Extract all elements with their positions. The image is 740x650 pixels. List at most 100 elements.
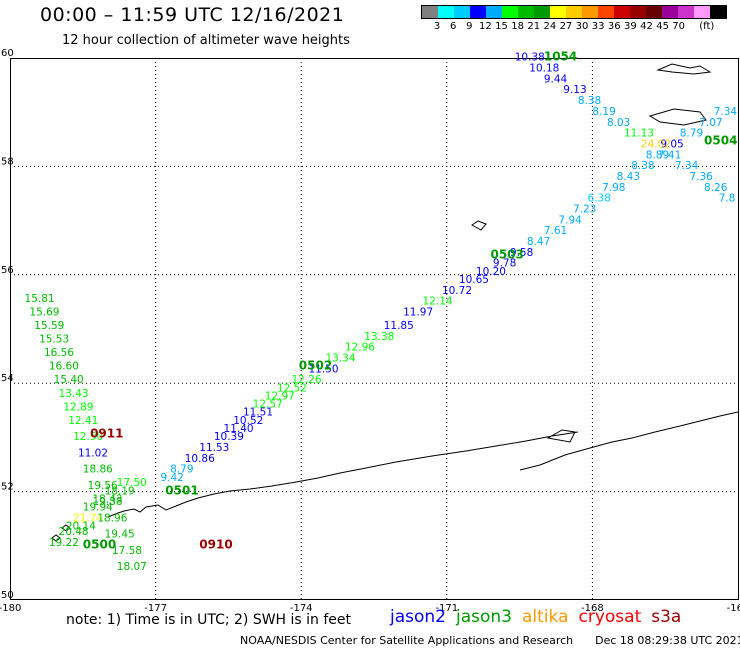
pass-time-label: 1054 <box>544 50 577 64</box>
y-tick-label: 58 <box>1 156 14 167</box>
wave-height-value: 19.94 <box>83 502 113 514</box>
wave-height-value: 6.38 <box>588 193 611 205</box>
wave-height-value: 18.19 <box>105 485 135 497</box>
wave-height-value: 20.48 <box>59 526 89 538</box>
legend-label: 18 <box>511 21 524 32</box>
legend-swatch <box>422 6 438 18</box>
pass-time-label: 0504 <box>704 134 737 148</box>
wave-height-value: 9.42 <box>160 472 183 484</box>
wave-height-value: 10.72 <box>442 285 472 297</box>
legend-label: 3 <box>433 21 441 32</box>
note-text: note: 1) Time is in UTC; 2) SWH is in fe… <box>66 612 352 628</box>
legend-label: 6 <box>450 21 457 32</box>
coastline <box>51 63 739 542</box>
pass-time-label: 0500 <box>83 538 116 552</box>
satellite-name: jason3 <box>456 607 512 627</box>
wave-height-value: 18.43 <box>93 493 123 505</box>
legend-swatch <box>614 6 630 18</box>
wave-height-value: 7.34 <box>714 106 738 118</box>
wave-height-value: 8.43 <box>617 171 640 183</box>
wave-height-value: 16.56 <box>44 347 74 359</box>
wave-height-value: 16.60 <box>49 361 79 373</box>
legend-swatch <box>454 6 470 18</box>
wave-height-value: 15.81 <box>25 293 55 305</box>
legend-label: 33 <box>591 21 605 32</box>
wave-height-value: 9.05 <box>660 138 683 150</box>
wave-height-color-legend <box>421 5 727 19</box>
pass-time-label: 0501 <box>165 483 198 497</box>
legend-swatch <box>470 6 486 18</box>
wave-height-value: 19.38 <box>93 496 123 508</box>
near-islands <box>51 524 71 542</box>
credit-line: NOAA/NESDIS Center for Satellite Applica… <box>240 634 740 647</box>
y-tick-label: 54 <box>1 373 14 384</box>
legend-label: 30 <box>575 21 589 32</box>
wave-height-legend-labels: 3 6 9 12 15 18 21 24 27 30 33 36 39 42 45 70 (ft) <box>421 21 738 33</box>
legend-swatch <box>678 6 694 18</box>
legend-swatch <box>550 6 566 18</box>
wave-height-value: 19.56 <box>88 480 118 492</box>
wave-height-value: 7.34 <box>675 160 699 172</box>
wave-height-value: 18.96 <box>97 512 127 524</box>
wave-height-value: 8.03 <box>607 117 630 129</box>
satellite-name: jason2 <box>390 607 446 627</box>
wave-height-value: 9.78 <box>493 258 516 270</box>
wave-height-value: 20.14 <box>66 521 96 533</box>
wave-height-value: 19.45 <box>105 529 135 541</box>
wave-height-value: 8.79 <box>170 464 193 476</box>
lat-lon-grid <box>10 58 738 600</box>
wave-height-value: 8.19 <box>592 106 615 118</box>
wave-height-value: 12.89 <box>63 401 93 413</box>
wave-height-value: 8.79 <box>680 128 703 140</box>
legend-label: 39 <box>623 21 637 32</box>
x-tick-label: -180 <box>0 603 21 614</box>
wave-height-value: 12.50 <box>73 431 103 443</box>
legend-label: 24 <box>543 21 557 32</box>
wave-height-value: 15.40 <box>54 374 84 386</box>
legend-swatch <box>646 6 662 18</box>
wave-height-value: 11.13 <box>624 128 654 140</box>
legend-label: 21 <box>527 21 541 32</box>
wave-height-value: 10.18 <box>529 63 559 75</box>
wave-height-value: 8.38 <box>578 95 601 107</box>
y-tick-label: 56 <box>1 265 14 276</box>
x-tick-label: -168 <box>581 603 604 614</box>
wave-height-value: 18.07 <box>117 561 147 573</box>
wave-height-value: 12.52 <box>277 382 307 394</box>
satellite-legend: jason2 jason3 altika cryosat s3a <box>390 607 691 627</box>
legend-swatch <box>518 6 534 18</box>
legend-label: 42 <box>640 21 653 32</box>
legend-swatch <box>438 6 454 18</box>
legend-swatch <box>534 6 550 18</box>
legend-swatch <box>486 6 502 18</box>
legend-swatch <box>582 6 598 18</box>
wave-height-value: 18.86 <box>83 464 113 476</box>
wave-height-value: 10.52 <box>233 415 263 427</box>
wave-height-value: 10.38 <box>515 52 545 64</box>
wave-height-value: 8.47 <box>527 236 550 248</box>
wave-height-value: 8.26 <box>704 182 728 194</box>
wave-height-value: 15.69 <box>29 306 59 318</box>
wave-height-value: 15.59 <box>34 320 64 332</box>
wave-height-value: 11.85 <box>384 320 414 332</box>
wave-height-value: 11.51 <box>243 407 273 419</box>
wave-height-value: 13.38 <box>364 331 394 343</box>
wave-height-value: 10.86 <box>185 453 215 465</box>
legend-swatch <box>694 6 710 18</box>
wave-height-value: 9.58 <box>510 247 533 259</box>
wave-height-value: 12.97 <box>265 390 295 402</box>
wave-height-value: 12.14 <box>423 296 453 308</box>
wave-height-value: 17.50 <box>117 477 147 489</box>
wave-height-value: 13.34 <box>325 353 355 365</box>
y-tick-label: 50 <box>1 590 14 601</box>
legend-label: 36 <box>607 21 621 32</box>
legend-label: (ft) <box>699 21 715 32</box>
unimak-island <box>546 429 576 443</box>
x-tick-label: -171 <box>435 603 458 614</box>
wave-height-value: 15.53 <box>39 334 69 346</box>
satellite-name: altika <box>522 607 569 627</box>
legend-swatch <box>662 6 678 18</box>
credit-date: Dec 18 08:29:38 UTC 2021 <box>595 634 740 647</box>
legend-label: 12 <box>479 21 492 32</box>
